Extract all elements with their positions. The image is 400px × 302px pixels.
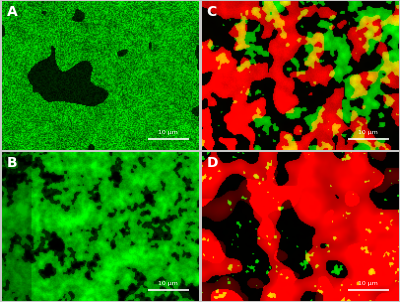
Text: C: C [206, 5, 217, 19]
Text: A: A [6, 5, 17, 19]
Text: 10 μm: 10 μm [358, 281, 378, 286]
Text: D: D [206, 156, 218, 170]
Text: B: B [6, 156, 17, 170]
Text: 10 μm: 10 μm [158, 130, 178, 135]
Text: 10 μm: 10 μm [158, 281, 178, 286]
Text: 10 μm: 10 μm [358, 130, 378, 135]
